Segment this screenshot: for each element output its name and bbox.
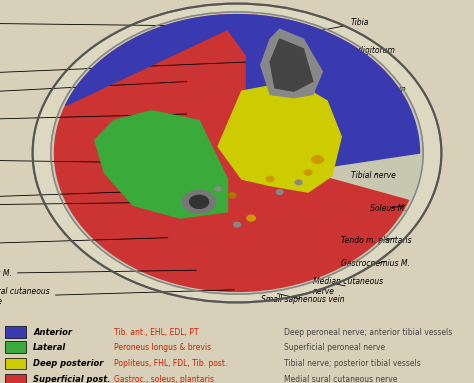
Circle shape [247,215,255,221]
Text: Tibia: Tibia [297,18,369,35]
Circle shape [276,190,283,194]
FancyBboxPatch shape [5,341,26,353]
Text: Small saphenous vein: Small saphenous vein [261,294,344,304]
Text: Median cutaneous
nerve: Median cutaneous nerve [313,277,383,296]
Text: Tib. ant., EHL, EDL, PT: Tib. ant., EHL, EDL, PT [114,328,198,337]
Text: Soleus M.: Soleus M. [370,204,406,213]
Circle shape [190,195,209,208]
Text: Lateral: Lateral [33,343,66,352]
Ellipse shape [33,3,441,303]
Text: Peroneus longus & brevis: Peroneus longus & brevis [114,343,211,352]
Text: Fibula: Fibula [0,201,196,210]
Circle shape [234,223,240,227]
Text: Superficial post.: Superficial post. [33,375,110,383]
Text: Lateral cutaneous
nerve: Lateral cutaneous nerve [0,286,234,306]
Text: Peronari longus
and brevis Mm.: Peronari longus and brevis Mm. [0,150,149,169]
Text: Posterior tibial vein
and artery: Posterior tibial vein and artery [332,130,406,150]
FancyBboxPatch shape [5,374,26,383]
Circle shape [266,177,274,182]
Text: Tibial nerve: Tibial nerve [351,171,396,180]
Polygon shape [270,39,313,91]
Polygon shape [95,111,228,218]
Text: Interosseous
membrane: Interosseous membrane [0,62,248,85]
Text: Peroneal artery
and vein: Peroneal artery and vein [0,234,168,254]
Polygon shape [218,81,341,192]
Text: Popliteus, FHL, FDL, Tib. post.: Popliteus, FHL, FDL, Tib. post. [114,359,227,368]
Text: Gastroc., soleus, plantaris: Gastroc., soleus, plantaris [114,375,214,383]
Text: Tendo m. plantaris: Tendo m. plantaris [341,236,412,246]
FancyBboxPatch shape [5,358,26,369]
Circle shape [304,170,312,175]
Text: Deep peroneal nerve; anterior tibial vessels: Deep peroneal nerve; anterior tibial ves… [284,328,453,337]
Text: Extensores longi digi-
torum et hallucis Mm.: Extensores longi digi- torum et hallucis… [0,82,187,104]
Text: Gastrocnemius M.: Gastrocnemius M. [0,269,196,278]
Text: Deep posterior: Deep posterior [33,359,103,368]
Circle shape [295,180,302,185]
Polygon shape [261,29,322,98]
Circle shape [215,187,221,191]
Text: Superficial peroneal nerve: Superficial peroneal nerve [284,343,385,352]
Text: Tibialis anterior M.: Tibialis anterior M. [0,18,206,27]
Text: Deep peroneal nerve
and anterior tibial
artery and vein: Deep peroneal nerve and anterior tibial … [0,106,187,135]
Text: Superficial peroneal
nerve: Superficial peroneal nerve [0,189,120,208]
Ellipse shape [51,12,423,294]
Polygon shape [55,15,409,291]
Circle shape [312,155,323,164]
Circle shape [228,193,236,198]
Text: Great saphenous vein
and saphenous nerve: Great saphenous vein and saphenous nerve [322,85,406,104]
Text: Anterior: Anterior [33,328,72,337]
Text: Tibial nerve; posterior tibial vessels: Tibial nerve; posterior tibial vessels [284,359,421,368]
Text: Flexor digitorum
longus M.: Flexor digitorum longus M. [297,46,395,65]
Polygon shape [65,15,419,179]
Text: Medial sural cutaneous nerve: Medial sural cutaneous nerve [284,375,398,383]
Text: Gastrocnemius M.: Gastrocnemius M. [341,259,410,268]
FancyBboxPatch shape [5,326,26,338]
Circle shape [182,190,216,213]
